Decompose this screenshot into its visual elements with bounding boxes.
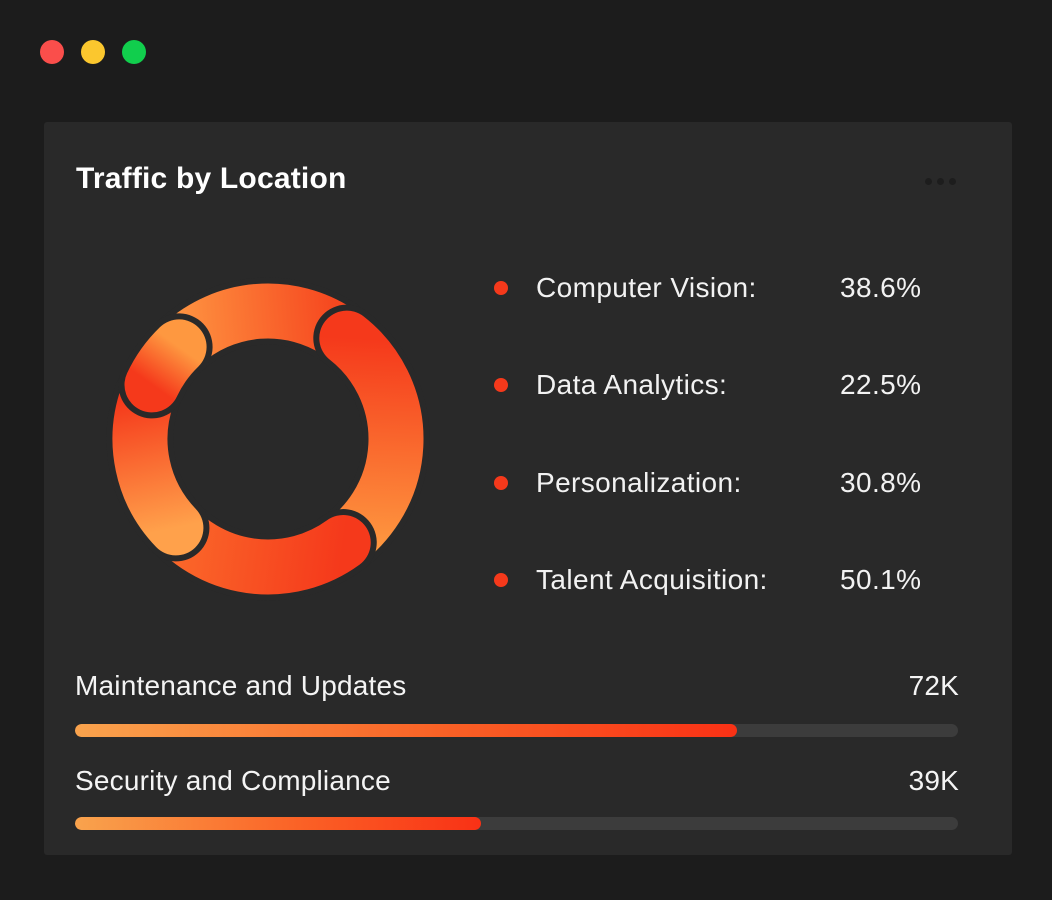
legend-bullet-icon: [494, 281, 508, 295]
ellipsis-icon: [937, 178, 944, 185]
legend-item: Computer Vision: 38.6%: [494, 268, 921, 308]
progress-label: Maintenance and Updates: [75, 670, 407, 701]
progress-bar: [75, 817, 958, 830]
traffic-by-location-card: Traffic by Location Computer Vision: 38.…: [44, 122, 1012, 855]
legend-label: Data Analytics:: [536, 369, 728, 400]
legend-bullet-icon: [494, 378, 508, 392]
progress-bar: [75, 724, 958, 737]
minimize-button[interactable]: [81, 40, 105, 64]
page-title: Traffic by Location: [76, 162, 347, 195]
progress-value: 39K: [908, 765, 959, 796]
card-menu-button[interactable]: [921, 174, 960, 189]
ellipsis-icon: [949, 178, 956, 185]
legend-bullet-icon: [494, 573, 508, 587]
legend-value: 38.6%: [840, 272, 922, 303]
close-button[interactable]: [40, 40, 64, 64]
legend-value: 50.1%: [840, 564, 922, 595]
legend-bullet-icon: [494, 476, 508, 490]
progress-fill-1: [75, 817, 482, 830]
ellipsis-icon: [925, 178, 932, 185]
progress-header: Security and Compliance 39K: [75, 765, 959, 797]
progress-fill-0: [75, 724, 738, 737]
legend-item: Data Analytics: 22.5%: [494, 365, 921, 405]
legend-item: Talent Acquisition: 50.1%: [494, 560, 921, 600]
progress-value: 72K: [908, 670, 959, 701]
progress-header: Maintenance and Updates 72K: [75, 670, 959, 702]
legend-label: Personalization:: [536, 467, 742, 498]
legend-label: Computer Vision:: [536, 272, 757, 303]
zoom-button[interactable]: [122, 40, 146, 64]
progress-label: Security and Compliance: [75, 765, 391, 796]
window-controls: [40, 40, 146, 64]
legend-label: Talent Acquisition:: [536, 564, 768, 595]
legend-value: 30.8%: [840, 467, 922, 498]
legend-item: Personalization: 30.8%: [494, 463, 921, 503]
legend-value: 22.5%: [840, 369, 922, 400]
donut-chart: [106, 277, 430, 601]
